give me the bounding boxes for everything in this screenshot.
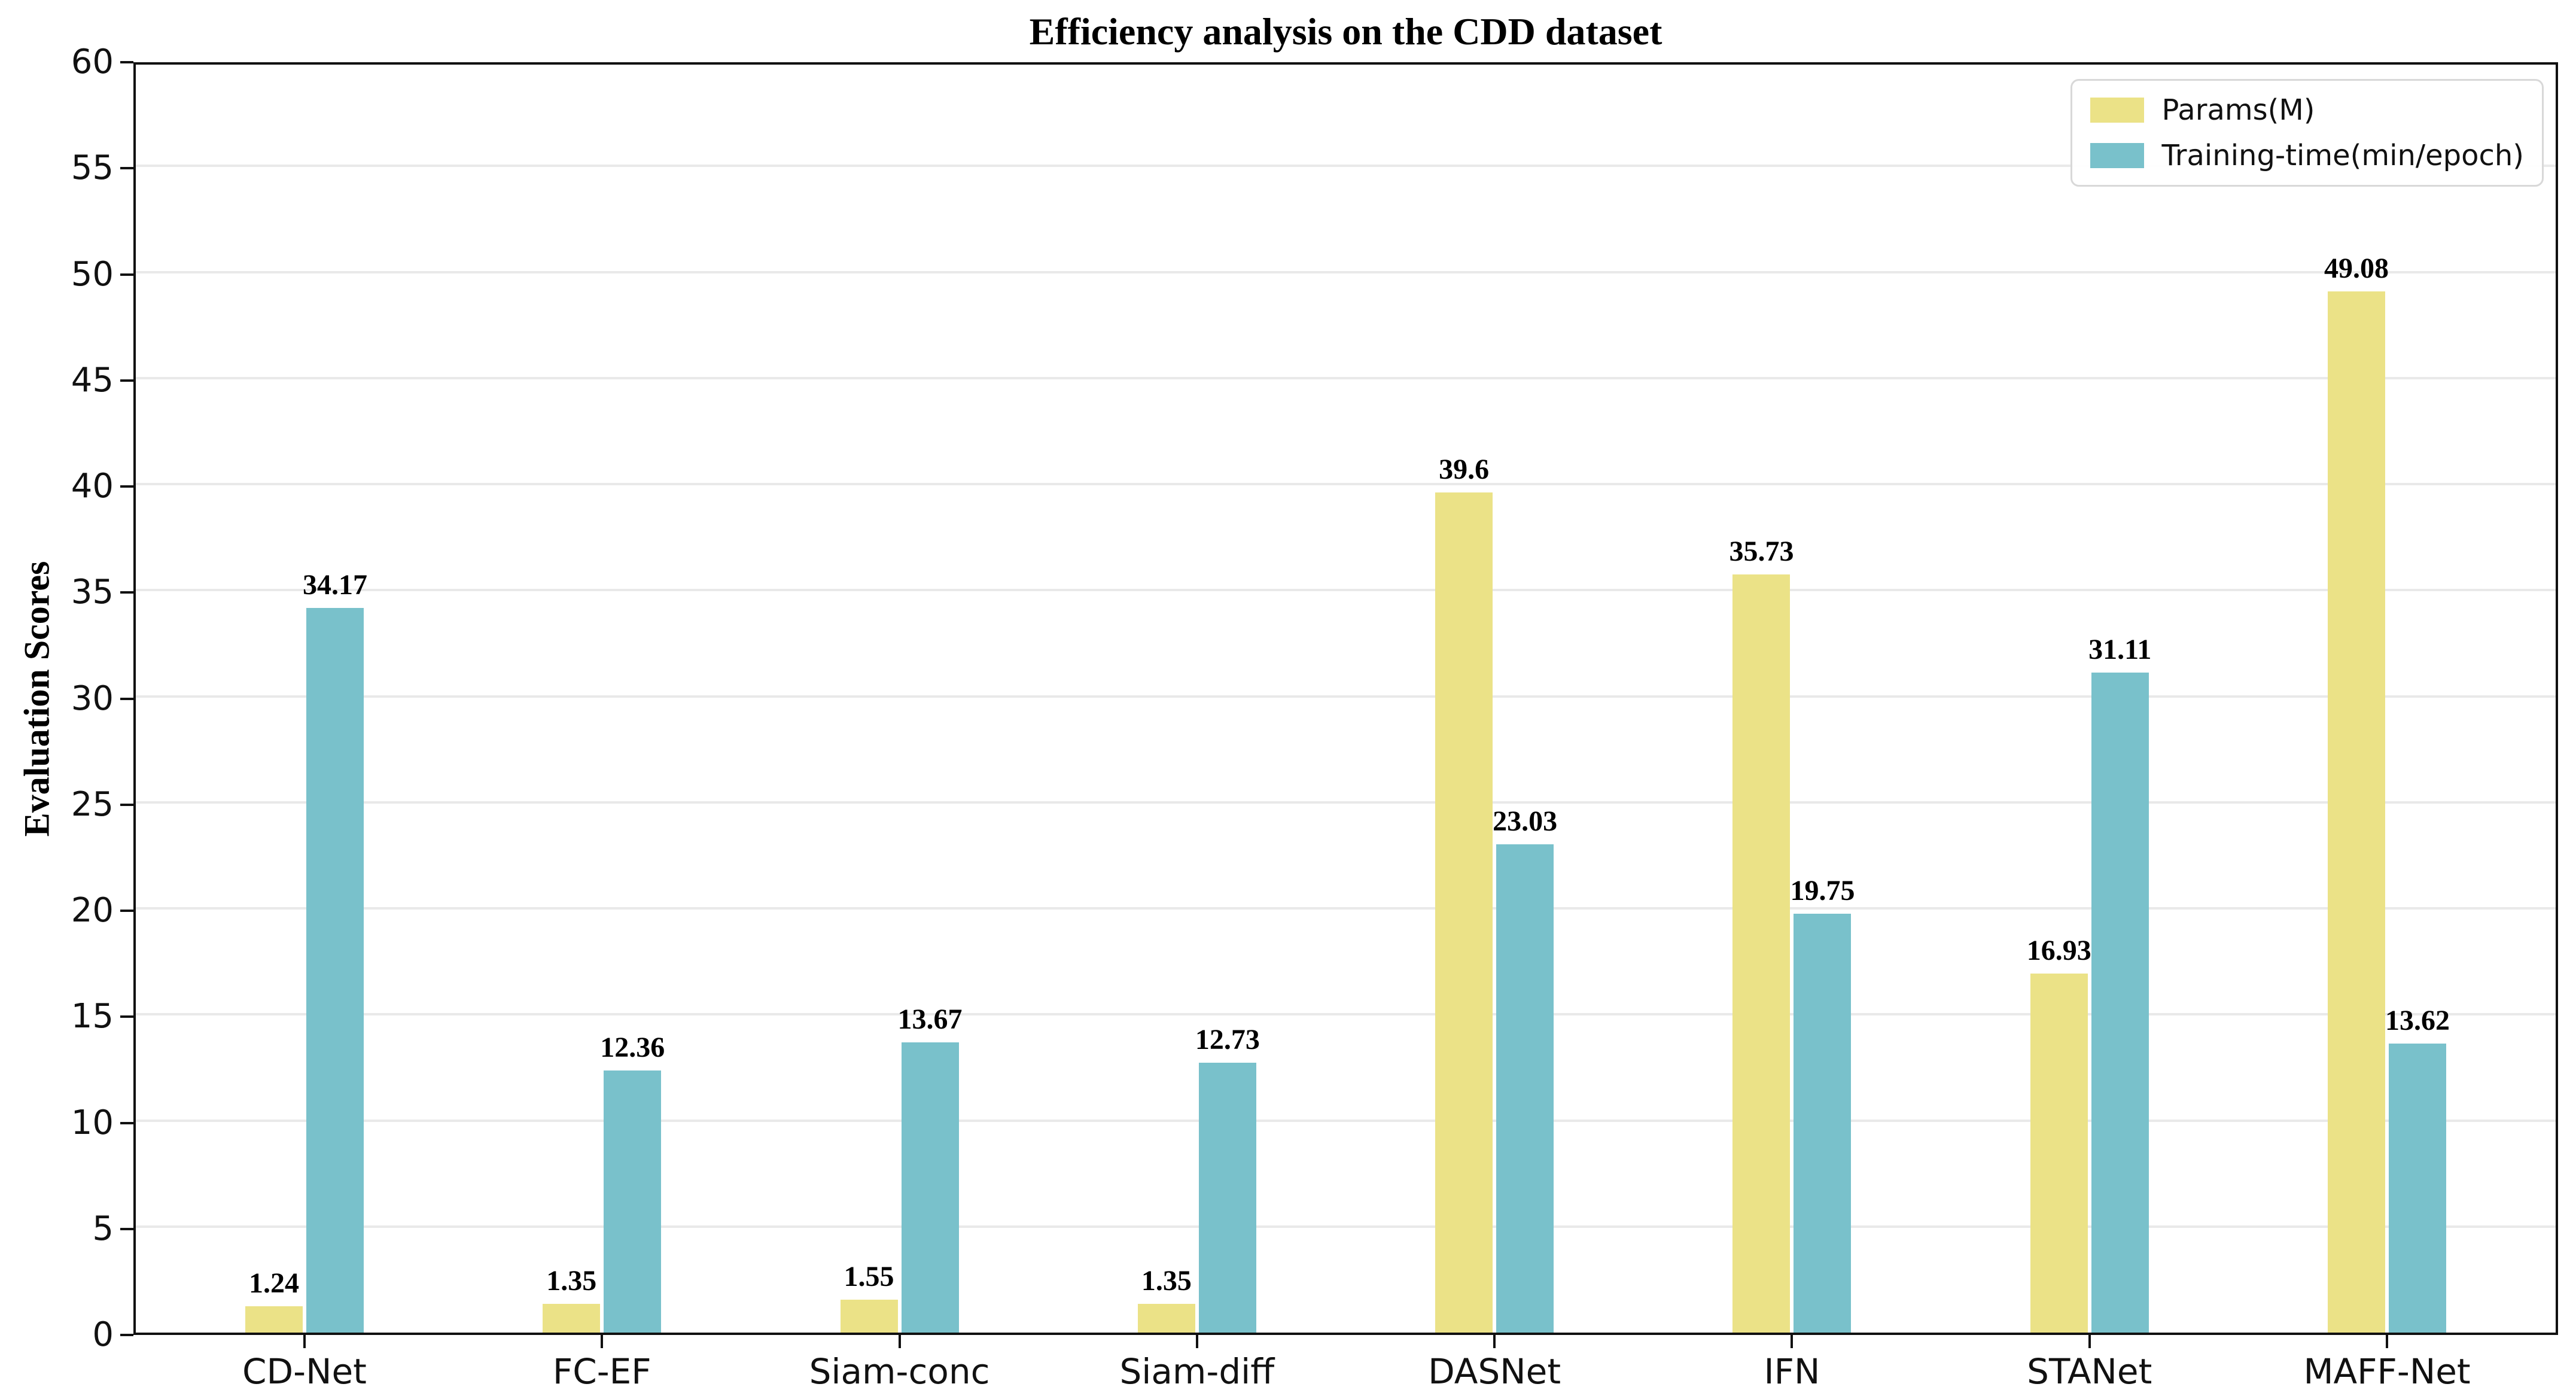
- y-axis-tick-10: [120, 1121, 133, 1124]
- legend: Params(M) Training-time(min/epoch): [2070, 79, 2544, 187]
- x-axis-tick-DASNet: [1493, 1335, 1496, 1348]
- bar-params-MAFF-Net: [2328, 291, 2386, 1333]
- bar-params-STANet: [2030, 974, 2088, 1333]
- y-tick-label-55: 55: [71, 148, 114, 188]
- plot-area: Params(M) Training-time(min/epoch) 1.24 3…: [133, 62, 2558, 1335]
- legend-swatch-training-time: [2090, 143, 2144, 168]
- bar-value-label-CD-Net-1: 34.17: [302, 569, 367, 601]
- x-tick-label-DASNet: DASNet: [1428, 1351, 1561, 1392]
- chart-title: Efficiency analysis on the CDD dataset: [1029, 10, 1662, 53]
- y-axis-tick-55: [120, 167, 133, 170]
- x-tick-label-IFN: IFN: [1764, 1351, 1820, 1392]
- y-tick-label-10: 10: [71, 1103, 114, 1142]
- bar-training-time-DASNet: [1496, 844, 1554, 1333]
- legend-swatch-params: [2090, 98, 2144, 123]
- legend-label-params: Params(M): [2161, 93, 2315, 127]
- y-axis-tick-25: [120, 803, 133, 806]
- y-tick-label-50: 50: [71, 254, 114, 294]
- gridline-y-55: [136, 165, 2556, 168]
- y-axis-tick-0: [120, 1334, 133, 1336]
- bar-value-label-DASNet-1: 23.03: [1493, 805, 1558, 837]
- bar-value-label-IFN-0: 35.73: [1729, 536, 1794, 567]
- x-axis-tick-FC-EF: [601, 1335, 604, 1348]
- bar-training-time-STANet: [2091, 673, 2149, 1333]
- x-tick-label-Siam-conc: Siam-conc: [809, 1351, 990, 1392]
- y-tick-label-0: 0: [92, 1315, 114, 1354]
- bar-value-label-STANet-1: 31.11: [2088, 634, 2152, 665]
- bar-training-time-MAFF-Net: [2389, 1044, 2447, 1333]
- x-axis-tick-CD-Net: [303, 1335, 306, 1348]
- y-axis-tick-40: [120, 485, 133, 488]
- bar-value-label-FC-EF-0: 1.35: [546, 1265, 597, 1297]
- bar-training-time-Siam-diff: [1198, 1063, 1256, 1333]
- x-axis-tick-Siam-conc: [898, 1335, 901, 1348]
- y-tick-label-40: 40: [71, 467, 114, 506]
- x-tick-label-FC-EF: FC-EF: [552, 1351, 651, 1392]
- bar-value-label-Siam-conc-1: 13.67: [897, 1003, 963, 1035]
- bar-value-label-IFN-1: 19.75: [1790, 875, 1855, 907]
- gridline-y-45: [136, 376, 2556, 379]
- x-tick-label-STANet: STANet: [2027, 1351, 2152, 1392]
- legend-item-params: Params(M): [2090, 94, 2524, 126]
- bar-params-Siam-conc: [840, 1300, 898, 1333]
- y-axis-tick-50: [120, 273, 133, 276]
- y-axis-tick-35: [120, 591, 133, 594]
- y-tick-label-5: 5: [92, 1209, 114, 1248]
- y-axis-tick-60: [120, 61, 133, 63]
- bar-training-time-CD-Net: [306, 608, 364, 1333]
- bar-params-Siam-diff: [1137, 1304, 1195, 1333]
- bar-value-label-Siam-diff-1: 12.73: [1195, 1024, 1260, 1056]
- y-tick-label-60: 60: [71, 42, 114, 81]
- x-axis-tick-IFN: [1791, 1335, 1794, 1348]
- gridline-y-30: [136, 695, 2556, 698]
- gridline-y-40: [136, 483, 2556, 485]
- gridline-y-20: [136, 907, 2556, 910]
- gridline-y-35: [136, 589, 2556, 592]
- bar-params-FC-EF: [543, 1304, 601, 1333]
- y-tick-label-35: 35: [71, 573, 114, 612]
- x-tick-label-CD-Net: CD-Net: [242, 1351, 367, 1392]
- y-tick-label-45: 45: [71, 360, 114, 400]
- y-tick-label-30: 30: [71, 679, 114, 718]
- x-tick-label-Siam-diff: Siam-diff: [1119, 1351, 1275, 1392]
- bar-training-time-Siam-conc: [901, 1042, 959, 1333]
- bar-value-label-Siam-conc-0: 1.55: [844, 1261, 894, 1292]
- bar-value-label-STANet-0: 16.93: [2026, 935, 2091, 966]
- y-axis-tick-45: [120, 379, 133, 382]
- bar-value-label-DASNet-0: 39.6: [1439, 454, 1490, 485]
- x-axis-tick-MAFF-Net: [2386, 1335, 2389, 1348]
- bar-training-time-IFN: [1794, 914, 1852, 1333]
- y-tick-label-20: 20: [71, 891, 114, 930]
- x-tick-label-MAFF-Net: MAFF-Net: [2303, 1351, 2471, 1392]
- x-axis-tick-Siam-diff: [1195, 1335, 1198, 1348]
- y-axis-tick-20: [120, 910, 133, 912]
- gridline-y-5: [136, 1225, 2556, 1228]
- bar-value-label-CD-Net-0: 1.24: [248, 1267, 299, 1299]
- y-axis-tick-5: [120, 1227, 133, 1230]
- bar-value-label-MAFF-Net-1: 13.62: [2385, 1005, 2450, 1036]
- bar-training-time-FC-EF: [604, 1070, 662, 1333]
- legend-item-training-time: Training-time(min/epoch): [2090, 139, 2524, 172]
- gridline-y-50: [136, 270, 2556, 273]
- bar-params-DASNet: [1435, 492, 1493, 1333]
- x-axis-tick-STANet: [2088, 1335, 2091, 1348]
- y-tick-label-25: 25: [71, 784, 114, 824]
- gridline-y-25: [136, 801, 2556, 804]
- bar-params-CD-Net: [245, 1306, 303, 1333]
- bar-value-label-FC-EF-1: 12.36: [600, 1032, 665, 1063]
- bar-value-label-MAFF-Net-0: 49.08: [2324, 253, 2389, 284]
- gridline-y-10: [136, 1119, 2556, 1122]
- y-axis-tick-30: [120, 697, 133, 700]
- gridline-y-15: [136, 1013, 2556, 1016]
- y-tick-label-15: 15: [71, 997, 114, 1036]
- legend-label-training-time: Training-time(min/epoch): [2161, 139, 2524, 172]
- bar-value-label-Siam-diff-0: 1.35: [1141, 1265, 1192, 1297]
- y-axis-tick-15: [120, 1015, 133, 1018]
- bar-params-IFN: [1732, 574, 1791, 1333]
